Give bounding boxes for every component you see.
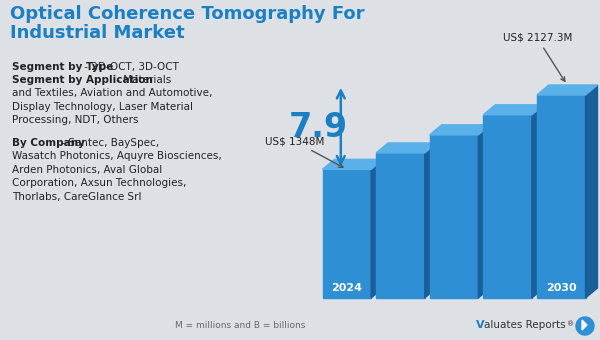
Polygon shape [484, 105, 544, 115]
Text: - Santec, BaySpec,: - Santec, BaySpec, [58, 138, 159, 148]
Polygon shape [430, 125, 490, 135]
Polygon shape [576, 317, 594, 335]
Polygon shape [537, 85, 598, 95]
Polygon shape [323, 159, 383, 169]
Text: 2030: 2030 [546, 283, 577, 293]
Text: ®: ® [567, 321, 574, 327]
Text: Segment by Application: Segment by Application [12, 75, 153, 85]
Text: - Materials: - Materials [113, 75, 172, 85]
Text: 2024: 2024 [331, 283, 362, 293]
Text: Optical Coherence Tomography For: Optical Coherence Tomography For [10, 5, 365, 23]
Text: and Textiles, Aviation and Automotive,
Display Technology, Laser Material
Proces: and Textiles, Aviation and Automotive, D… [12, 88, 212, 125]
Polygon shape [430, 135, 478, 298]
Text: Industrial Market: Industrial Market [10, 24, 185, 42]
Text: Segment by Type: Segment by Type [12, 62, 113, 72]
Text: US$ 2127.3M: US$ 2127.3M [503, 33, 572, 81]
Polygon shape [582, 320, 587, 330]
Polygon shape [532, 105, 544, 298]
Polygon shape [323, 169, 371, 298]
Text: V: V [476, 320, 485, 330]
Polygon shape [537, 95, 586, 298]
Polygon shape [376, 153, 425, 298]
Text: M = millions and B = billions: M = millions and B = billions [175, 321, 305, 330]
Polygon shape [478, 125, 490, 298]
Polygon shape [376, 143, 437, 153]
Polygon shape [371, 159, 383, 298]
Text: US$ 1348M: US$ 1348M [265, 136, 343, 167]
Polygon shape [425, 143, 437, 298]
Text: Wasatch Photonics, Aquyre Biosciences,
Arden Photonics, Aval Global
Corporation,: Wasatch Photonics, Aquyre Biosciences, A… [12, 151, 222, 202]
Text: aluates Reports: aluates Reports [484, 320, 566, 330]
Text: 7.9: 7.9 [289, 111, 349, 144]
Text: By Company: By Company [12, 138, 85, 148]
Text: - 2D-OCT, 3D-OCT: - 2D-OCT, 3D-OCT [81, 62, 179, 72]
Polygon shape [586, 85, 598, 298]
Polygon shape [484, 115, 532, 298]
